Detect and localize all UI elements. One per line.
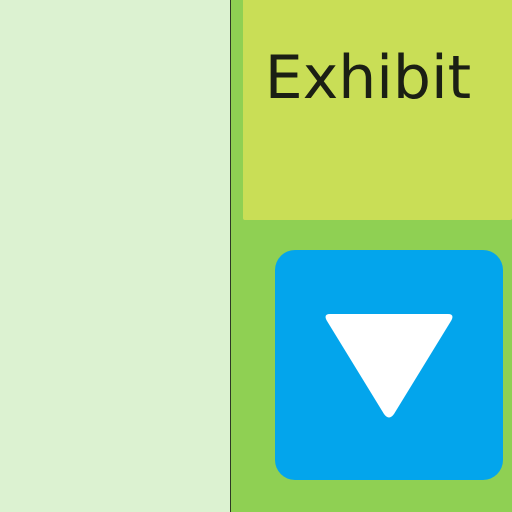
exhibit-tile[interactable]: Exhibit	[243, 0, 512, 220]
triangle-down-icon	[325, 314, 453, 418]
panel-divider	[230, 0, 231, 512]
left-panel	[0, 0, 230, 512]
dropdown-button[interactable]	[275, 250, 503, 480]
exhibit-label: Exhibit	[264, 43, 472, 113]
